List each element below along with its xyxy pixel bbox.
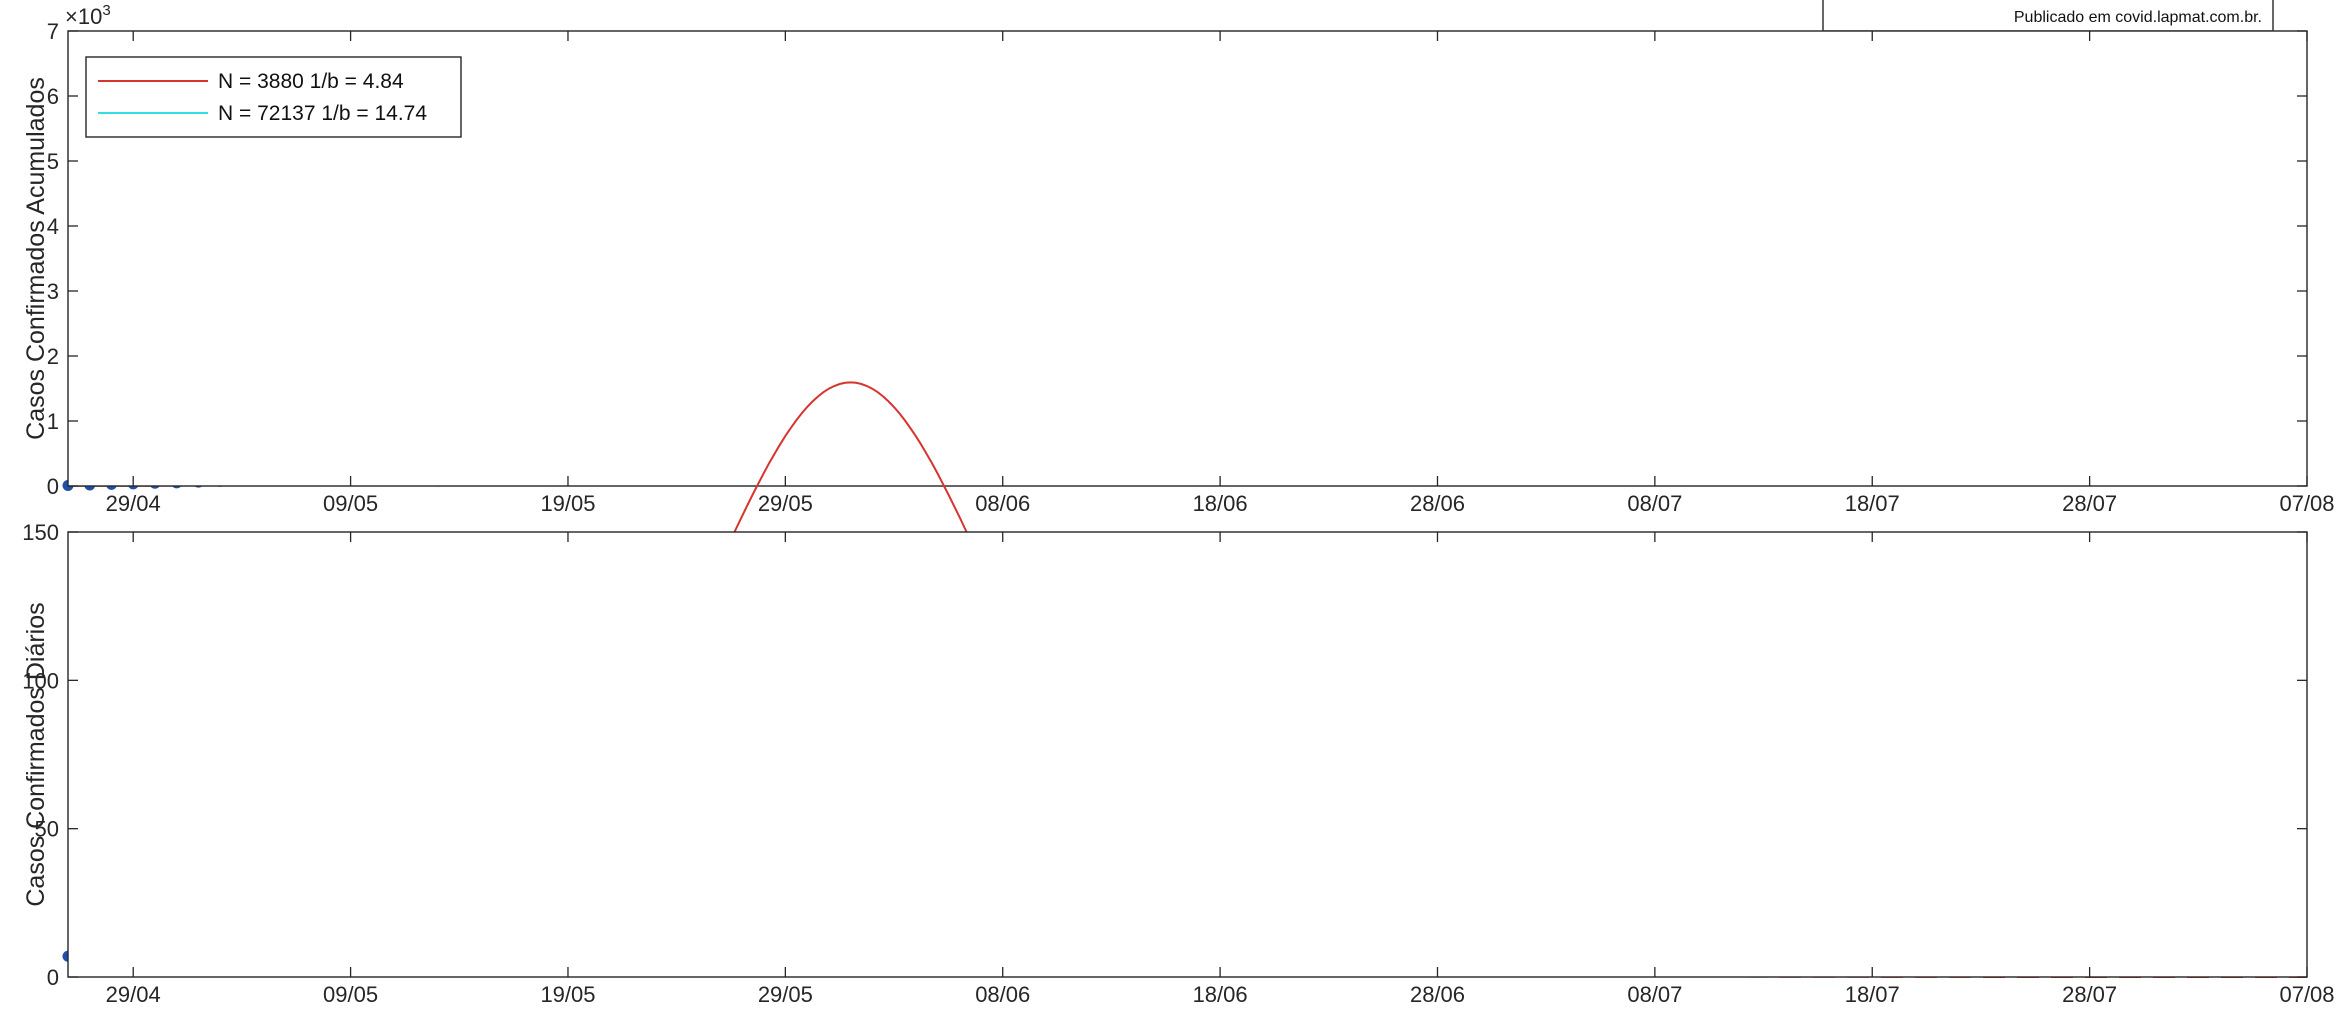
y-tick-label: 5 bbox=[47, 149, 59, 174]
daily-cases-panel: 29/04 09/05 19/05 29/05 08/06 18/06 28/06 08/07… bbox=[22, 381, 2335, 1007]
x-tick-label: 28/06 bbox=[1410, 491, 1465, 516]
y-tick-label: 1 bbox=[47, 409, 59, 434]
legend-label: N = 72137 1/b = 14.74 bbox=[218, 102, 427, 125]
y-axis-label: Casos Confirmados Acumulados bbox=[22, 77, 50, 440]
x-tick-label: 29/05 bbox=[758, 491, 813, 516]
y-tick-label: 0 bbox=[47, 474, 59, 499]
y-tick-label: 7 bbox=[47, 19, 59, 44]
y-tick-label: 100 bbox=[22, 668, 59, 693]
axes-frame bbox=[67, 531, 2308, 978]
x-tick-label: 09/05 bbox=[323, 982, 378, 1007]
publication-box-frame bbox=[1822, 0, 2274, 32]
x-tick-label: 28/07 bbox=[2062, 491, 2117, 516]
x-tick-label: 19/05 bbox=[540, 982, 595, 1007]
x-tick-label: 08/06 bbox=[975, 982, 1030, 1007]
y-tick-label: 4 bbox=[47, 214, 59, 239]
x-tick-label: 29/04 bbox=[106, 982, 161, 1007]
x-tick-label: 08/07 bbox=[1627, 982, 1682, 1007]
x-tick-label: 29/05 bbox=[758, 982, 813, 1007]
y-tick-label: 3 bbox=[47, 279, 59, 304]
legend-box bbox=[85, 56, 462, 138]
x-tick-label: 07/08 bbox=[2279, 491, 2334, 516]
y-tick-label: 150 bbox=[22, 520, 59, 545]
publication-note: Publicado em covid.lapmat.com.br. bbox=[2014, 9, 2262, 26]
cumulative-cases-panel: 29/04 09/05 19/05 29/05 08/06 18/06 28/06 08/07… bbox=[22, 2, 2335, 516]
y-tick-label: 2 bbox=[47, 344, 59, 369]
x-tick-label: 08/07 bbox=[1627, 491, 1682, 516]
y-tick-label: 6 bbox=[47, 84, 59, 109]
x-tick-label: 08/06 bbox=[975, 491, 1030, 516]
y-tick-label: 50 bbox=[35, 817, 59, 842]
y-exponent-label: ×103 bbox=[65, 2, 111, 29]
publication-box: Publicado em covid.lapmat.com.br. bbox=[1822, 0, 2274, 32]
x-tick-label: 18/07 bbox=[1845, 982, 1900, 1007]
x-tick-label: 28/06 bbox=[1410, 982, 1465, 1007]
x-tick-label: 19/05 bbox=[540, 491, 595, 516]
x-tick-label: 18/07 bbox=[1845, 491, 1900, 516]
y-axis-label: Casos Confirmados Diários bbox=[22, 602, 50, 906]
x-tick-label: 09/05 bbox=[323, 491, 378, 516]
x-tick-label: 29/04 bbox=[106, 491, 161, 516]
x-tick-label: 28/07 bbox=[2062, 982, 2117, 1007]
y-exponent-power: 3 bbox=[102, 2, 110, 19]
legend-label: N = 3880 1/b = 4.84 bbox=[218, 70, 404, 93]
x-tick-label: 18/06 bbox=[1193, 491, 1248, 516]
x-tick-label: 18/06 bbox=[1193, 982, 1248, 1007]
x-tick-label: 07/08 bbox=[2279, 982, 2334, 1007]
y-tick-label: 0 bbox=[47, 965, 59, 990]
